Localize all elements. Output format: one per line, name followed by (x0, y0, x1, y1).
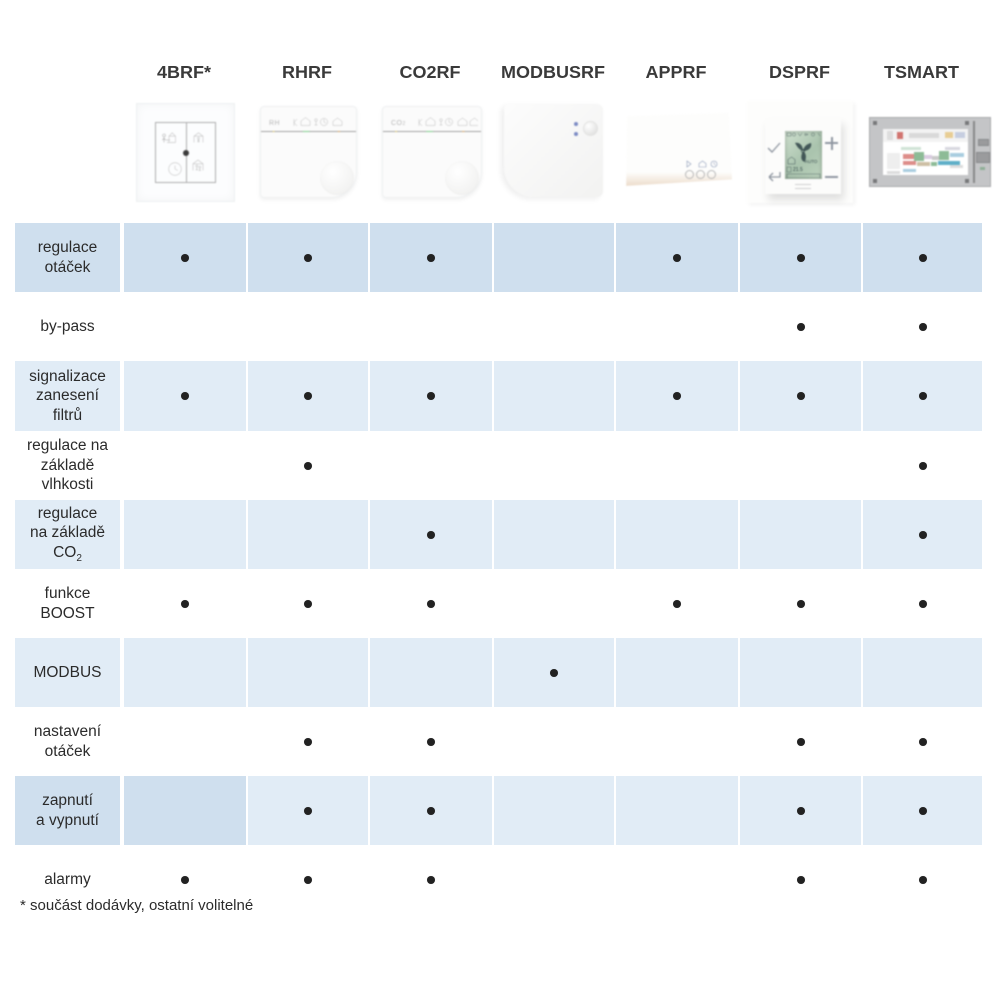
svg-text:21.5: 21.5 (793, 167, 803, 173)
svg-text:AUTO: AUTO (805, 159, 818, 164)
